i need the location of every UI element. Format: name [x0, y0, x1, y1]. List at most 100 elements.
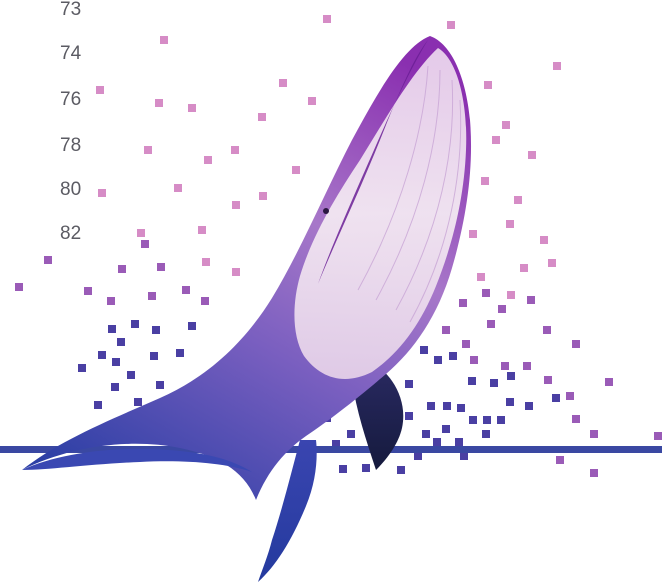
pixel-square: [572, 340, 580, 348]
pixel-square: [182, 286, 190, 294]
pixel-square: [144, 146, 152, 154]
pixel-square: [433, 438, 441, 446]
pixel-square: [490, 379, 498, 387]
pixel-square: [152, 326, 160, 334]
pixel-square: [590, 430, 598, 438]
pixel-square: [481, 177, 489, 185]
pixel-square: [279, 79, 287, 87]
pixel-square: [462, 340, 470, 348]
pixel-square: [231, 146, 239, 154]
pixel-square: [127, 371, 135, 379]
pixel-square: [160, 36, 168, 44]
pixel-square: [457, 404, 465, 412]
number-column: 73 74 76 78 80 82: [0, 0, 120, 260]
pixel-square: [15, 283, 23, 291]
number-label: 73: [60, 0, 82, 20]
pixel-square: [78, 364, 86, 372]
number-label: 74: [60, 43, 82, 64]
pixel-square: [44, 256, 52, 264]
pixel-square: [148, 292, 156, 300]
pixel-square: [525, 402, 533, 410]
pixel-square: [520, 264, 528, 272]
pixel-square: [414, 452, 422, 460]
pixel-square: [514, 196, 522, 204]
pixel-square: [112, 358, 120, 366]
whale-eye: [323, 208, 329, 214]
whale-fluke-left: [22, 448, 252, 472]
pixel-square: [150, 352, 158, 360]
pixel-square: [449, 352, 457, 360]
pixel-square: [552, 394, 560, 402]
pixel-square: [188, 322, 196, 330]
whale-grooves: [357, 65, 462, 323]
pixel-square: [117, 338, 125, 346]
pixel-square: [553, 62, 561, 70]
pixel-square: [482, 430, 490, 438]
pixel-square: [540, 236, 548, 244]
number-label: 76: [60, 89, 82, 110]
pixel-square: [107, 297, 115, 305]
pixel-square: [96, 86, 104, 94]
pixel-square: [201, 297, 209, 305]
pixel-square: [498, 305, 506, 313]
pixel-square: [470, 356, 478, 364]
pixel-square: [137, 229, 145, 237]
pixel-square: [506, 398, 514, 406]
pixel-square: [605, 378, 613, 386]
pixel-square: [469, 416, 477, 424]
pixel-square: [483, 416, 491, 424]
number-label: 78: [60, 135, 82, 156]
pixel-square: [507, 291, 515, 299]
pixel-square: [259, 192, 267, 200]
pixel-square: [459, 299, 467, 307]
pixel-square: [204, 156, 212, 164]
pixel-square: [84, 287, 92, 295]
pixel-square: [134, 398, 142, 406]
pixel-square: [118, 265, 126, 273]
pixel-square: [654, 432, 662, 440]
number-label: 82: [60, 223, 82, 244]
pixel-square: [502, 121, 510, 129]
pixel-square: [202, 258, 210, 266]
pixel-square: [497, 416, 505, 424]
pixel-square: [443, 402, 451, 410]
pixel-square: [292, 166, 300, 174]
pixel-square: [94, 401, 102, 409]
pixel-square: [501, 362, 509, 370]
pixel-square: [543, 326, 551, 334]
pixel-square: [484, 81, 492, 89]
pixel-square: [232, 201, 240, 209]
pixel-square: [468, 377, 476, 385]
pixel-square: [156, 381, 164, 389]
whale-tail: [258, 440, 317, 582]
blue-band: [0, 446, 662, 453]
pixel-square: [422, 430, 430, 438]
pixel-square: [527, 296, 535, 304]
pixel-square: [507, 372, 515, 380]
pixel-square: [469, 230, 477, 238]
pixel-square: [258, 113, 266, 121]
pixel-square: [174, 184, 182, 192]
pixel-square: [98, 351, 106, 359]
pixel-square: [347, 430, 355, 438]
pixel-square: [442, 425, 450, 433]
pixel-square: [397, 466, 405, 474]
pixel-square: [405, 380, 413, 388]
pixel-square: [548, 259, 556, 267]
pixel-square: [108, 325, 116, 333]
pixel-square: [188, 104, 196, 112]
pixel-square: [566, 392, 574, 400]
pixel-square: [487, 320, 495, 328]
pixel-square: [447, 21, 455, 29]
pixel-square: [420, 346, 428, 354]
pixel-square: [141, 240, 149, 248]
pixel-square: [308, 97, 316, 105]
pixel-square: [460, 452, 468, 460]
pixel-square: [455, 438, 463, 446]
number-label: 80: [60, 179, 82, 200]
pixel-square: [155, 99, 163, 107]
pixel-square: [362, 464, 370, 472]
